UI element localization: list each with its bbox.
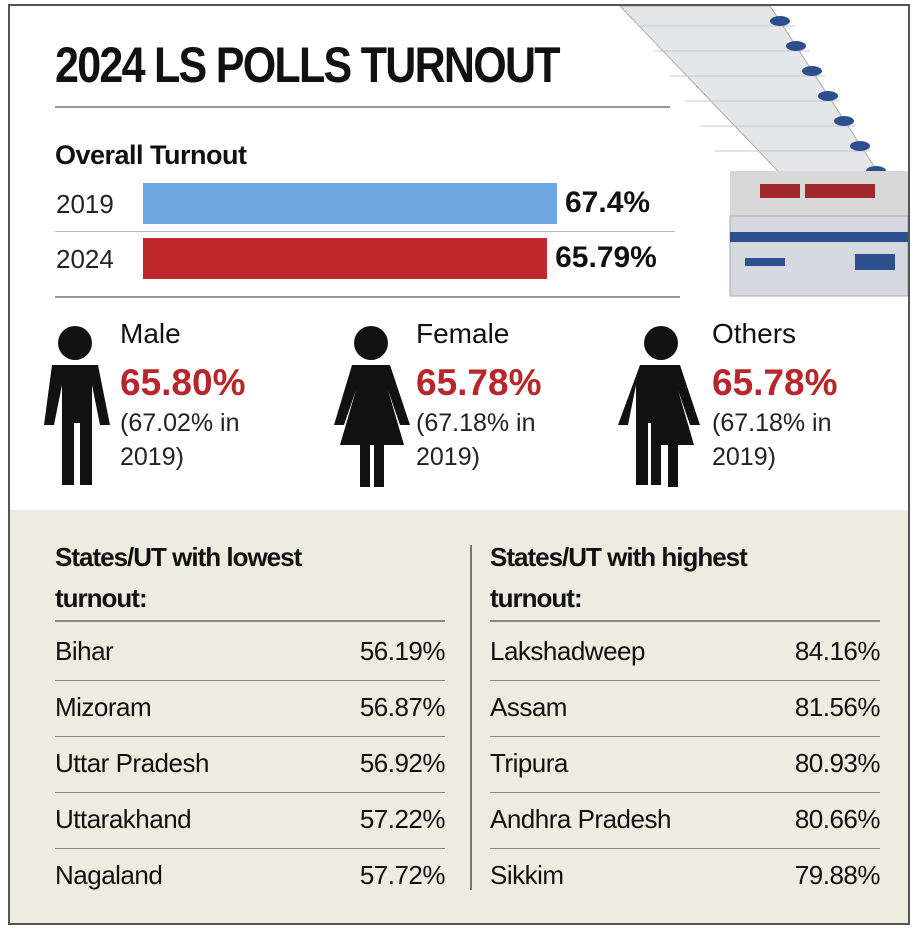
state-name: Mizoram — [55, 692, 152, 722]
state-turnout: 56.87% — [359, 692, 446, 722]
row-rule — [490, 736, 880, 737]
state-name: Andhra Pradesh — [490, 804, 671, 834]
subtitle: Overall Turnout — [55, 140, 247, 170]
value-label: 67.4% — [565, 186, 651, 219]
row-rule — [55, 736, 445, 737]
state-name: Bihar — [55, 636, 114, 666]
frame — [8, 4, 910, 925]
row-rule — [55, 680, 445, 681]
evm-illustration — [619, 6, 908, 297]
state-name: Assam — [490, 692, 567, 722]
bar — [143, 238, 548, 279]
state-turnout: 79.88% — [794, 860, 881, 890]
state-name: Nagaland — [55, 860, 163, 890]
state-name: Uttarakhand — [55, 804, 192, 834]
state-turnout: 56.19% — [359, 636, 446, 666]
title: 2024 LS POLLS TURNOUT — [55, 37, 561, 93]
state-turnout: 57.72% — [359, 860, 446, 890]
year-label: 2024 — [56, 244, 114, 274]
state-turnout: 56.92% — [359, 748, 446, 778]
gender-label: Others — [712, 318, 797, 349]
state-name: Lakshadweep — [490, 636, 645, 666]
tables-panel — [10, 510, 908, 923]
table-rule — [55, 620, 445, 622]
section-rule — [55, 296, 680, 298]
bar — [143, 183, 557, 224]
gender-label: Male — [120, 318, 181, 349]
gender-value: 65.78% — [416, 362, 542, 403]
table-title: States/UT with highest turnout: — [490, 542, 748, 613]
state-turnout: 57.22% — [359, 804, 446, 834]
state-name: Uttar Pradesh — [55, 748, 209, 778]
state-turnout: 84.16% — [794, 636, 881, 666]
row-rule — [55, 792, 445, 793]
row-rule — [490, 792, 880, 793]
state-name: Tripura — [490, 748, 568, 778]
year-label: 2019 — [56, 189, 114, 219]
row-rule — [55, 848, 445, 849]
title-rule — [55, 106, 670, 108]
state-turnout: 81.56% — [794, 692, 881, 722]
gender-previous: (67.18% in 2019) — [416, 409, 536, 471]
gender-previous: (67.02% in 2019) — [120, 409, 240, 471]
gender-value: 65.78% — [712, 362, 838, 403]
divider — [470, 545, 472, 890]
row-rule — [55, 231, 675, 232]
table-title: States/UT with lowest turnout: — [55, 542, 302, 613]
gender-previous: (67.18% in 2019) — [712, 409, 832, 471]
gender-icons — [44, 326, 700, 487]
gender-value: 65.80% — [120, 362, 246, 403]
gender-label: Female — [416, 318, 510, 349]
row-rule — [490, 848, 880, 849]
row-rule — [490, 680, 880, 681]
value-label: 65.79% — [555, 241, 657, 274]
state-turnout: 80.93% — [794, 748, 881, 778]
state-name: Sikkim — [490, 860, 564, 890]
table-rule — [490, 620, 880, 622]
state-turnout: 80.66% — [794, 804, 881, 834]
